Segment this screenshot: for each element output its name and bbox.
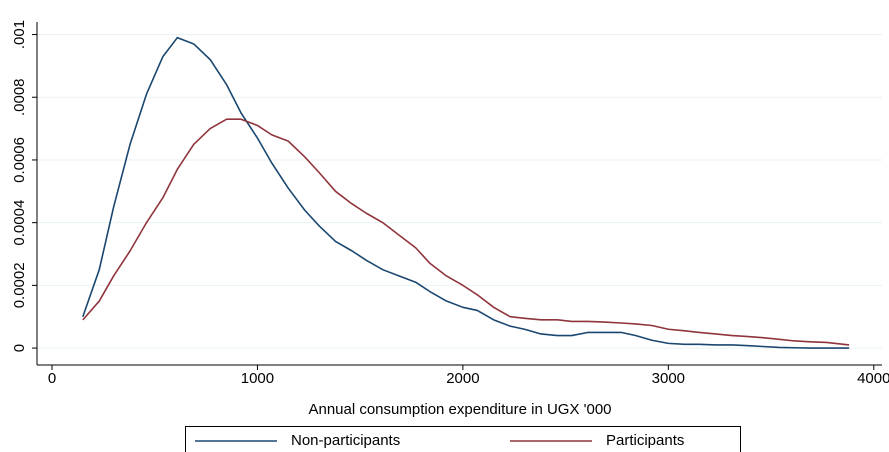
y-tick-label: .001	[11, 20, 28, 49]
series-line	[82, 118, 850, 346]
x-tick-label: 3000	[652, 370, 685, 387]
y-tick-label: 0.0002	[11, 262, 28, 308]
series-line	[82, 36, 850, 349]
y-tick-label: 0.0004	[11, 200, 28, 246]
legend-label: Participants	[606, 432, 684, 449]
legend-label: Non-participants	[291, 432, 400, 449]
y-tick-label: 0	[11, 344, 28, 352]
x-axis-label: Annual consumption expenditure in UGX '0…	[308, 401, 611, 418]
x-tick-label: 4000	[857, 370, 889, 387]
y-tick-label: .0008	[11, 78, 28, 116]
x-tick-label: 2000	[446, 370, 479, 387]
x-tick-label: 1000	[241, 370, 274, 387]
x-tick-label: 0	[48, 370, 56, 387]
legend	[185, 426, 741, 452]
y-tick-label: 0.0006	[11, 137, 28, 183]
